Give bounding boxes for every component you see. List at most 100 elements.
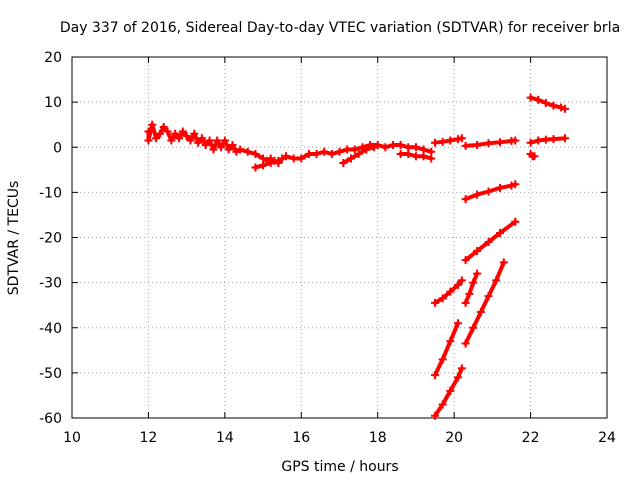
data-point (411, 152, 420, 161)
x-tick-label: 12 (140, 430, 158, 446)
data-point (431, 138, 440, 147)
x-tick-label: 14 (216, 430, 234, 446)
data-point (461, 256, 470, 265)
data-point (534, 95, 543, 104)
data-point (484, 139, 493, 148)
data-point (511, 217, 520, 226)
series-lower-arm-3 (396, 150, 436, 163)
series-trace-22.0-22.1 (526, 150, 539, 161)
data-point (411, 143, 420, 152)
data-point (243, 147, 252, 156)
data-point (190, 129, 199, 138)
data-point (541, 99, 550, 108)
data-point (427, 154, 436, 163)
data-point (339, 159, 348, 168)
series-line (463, 260, 506, 346)
series-trace-19.5-20.2 (431, 134, 466, 147)
data-point (201, 140, 210, 149)
data-point (541, 135, 550, 144)
data-point (461, 339, 470, 348)
data-point (197, 134, 206, 143)
y-tick-label: -10 (39, 185, 62, 201)
data-point (396, 140, 405, 149)
data-point (453, 319, 462, 328)
data-point (419, 152, 428, 161)
data-point (496, 138, 504, 147)
data-point (526, 93, 535, 102)
data-point (549, 135, 558, 144)
series-line (463, 271, 480, 305)
data-point (461, 141, 470, 150)
data-point (362, 145, 371, 154)
data-point (175, 134, 183, 143)
data-point (530, 152, 539, 161)
data-point (438, 400, 447, 409)
data-point (289, 154, 298, 163)
data-point (389, 140, 397, 149)
data-point (167, 136, 176, 145)
data-point (304, 150, 313, 159)
y-tick-label: -20 (39, 231, 62, 247)
series-trace-19.5-20.2-a (431, 276, 466, 307)
data-point (274, 156, 283, 165)
data-point (534, 136, 543, 145)
data-point (186, 136, 195, 145)
series-line (253, 158, 281, 170)
data-point (438, 294, 447, 303)
data-point (469, 323, 478, 332)
series-trace-20.3-21.6-b (461, 180, 520, 204)
data-point (496, 183, 504, 192)
data-point (312, 150, 321, 159)
grid (72, 57, 607, 418)
data-point (320, 147, 329, 156)
data-point (297, 154, 306, 163)
data-point (526, 138, 535, 147)
data-point (144, 127, 153, 136)
data-point (381, 143, 390, 152)
data-point (346, 154, 355, 163)
data-point (465, 289, 474, 298)
data-point (266, 159, 275, 168)
data-point (343, 145, 352, 154)
data-point (209, 145, 218, 154)
x-tick-label: 18 (369, 430, 387, 446)
series-trace-20.3-21.3 (461, 258, 508, 348)
data-point (155, 129, 164, 138)
data-point (484, 238, 493, 247)
chart-title: Day 337 of 2016, Sidereal Day-to-day VTE… (60, 20, 620, 36)
data-point (446, 386, 455, 395)
data-point (453, 373, 462, 382)
x-axis-label: GPS time / hours (281, 459, 398, 475)
data-point (152, 134, 161, 143)
series-line (463, 219, 518, 263)
data-point (461, 298, 470, 307)
y-tick-label: -40 (39, 321, 62, 337)
data-point (484, 292, 493, 301)
y-axis-label: SDTVAR / TECUs (6, 181, 22, 296)
data-point (438, 137, 447, 146)
series-trace-19.5-20.2-b (431, 364, 466, 420)
y-tick-label: -60 (39, 411, 62, 427)
data-point (446, 337, 455, 346)
x-tick-label: 20 (445, 430, 463, 446)
data-point (457, 364, 466, 373)
data-point (476, 307, 485, 316)
data-point (205, 136, 214, 145)
data-point (259, 161, 268, 170)
data-point (511, 180, 520, 189)
data-point (404, 150, 413, 159)
data-point (171, 129, 180, 138)
data-point (469, 278, 478, 287)
data-point (431, 371, 440, 380)
data-point (560, 104, 569, 113)
series-lower-arm-1 (251, 156, 283, 172)
data-point (473, 247, 482, 256)
x-tick-label: 16 (292, 430, 310, 446)
series-trace-20.3-20.6 (461, 269, 482, 307)
data-point (496, 228, 504, 237)
x-tick-label: 22 (522, 430, 540, 446)
series-trace-22.0-22.9-high (526, 93, 569, 113)
data-point (354, 150, 363, 159)
x-tick-label: 24 (598, 430, 616, 446)
